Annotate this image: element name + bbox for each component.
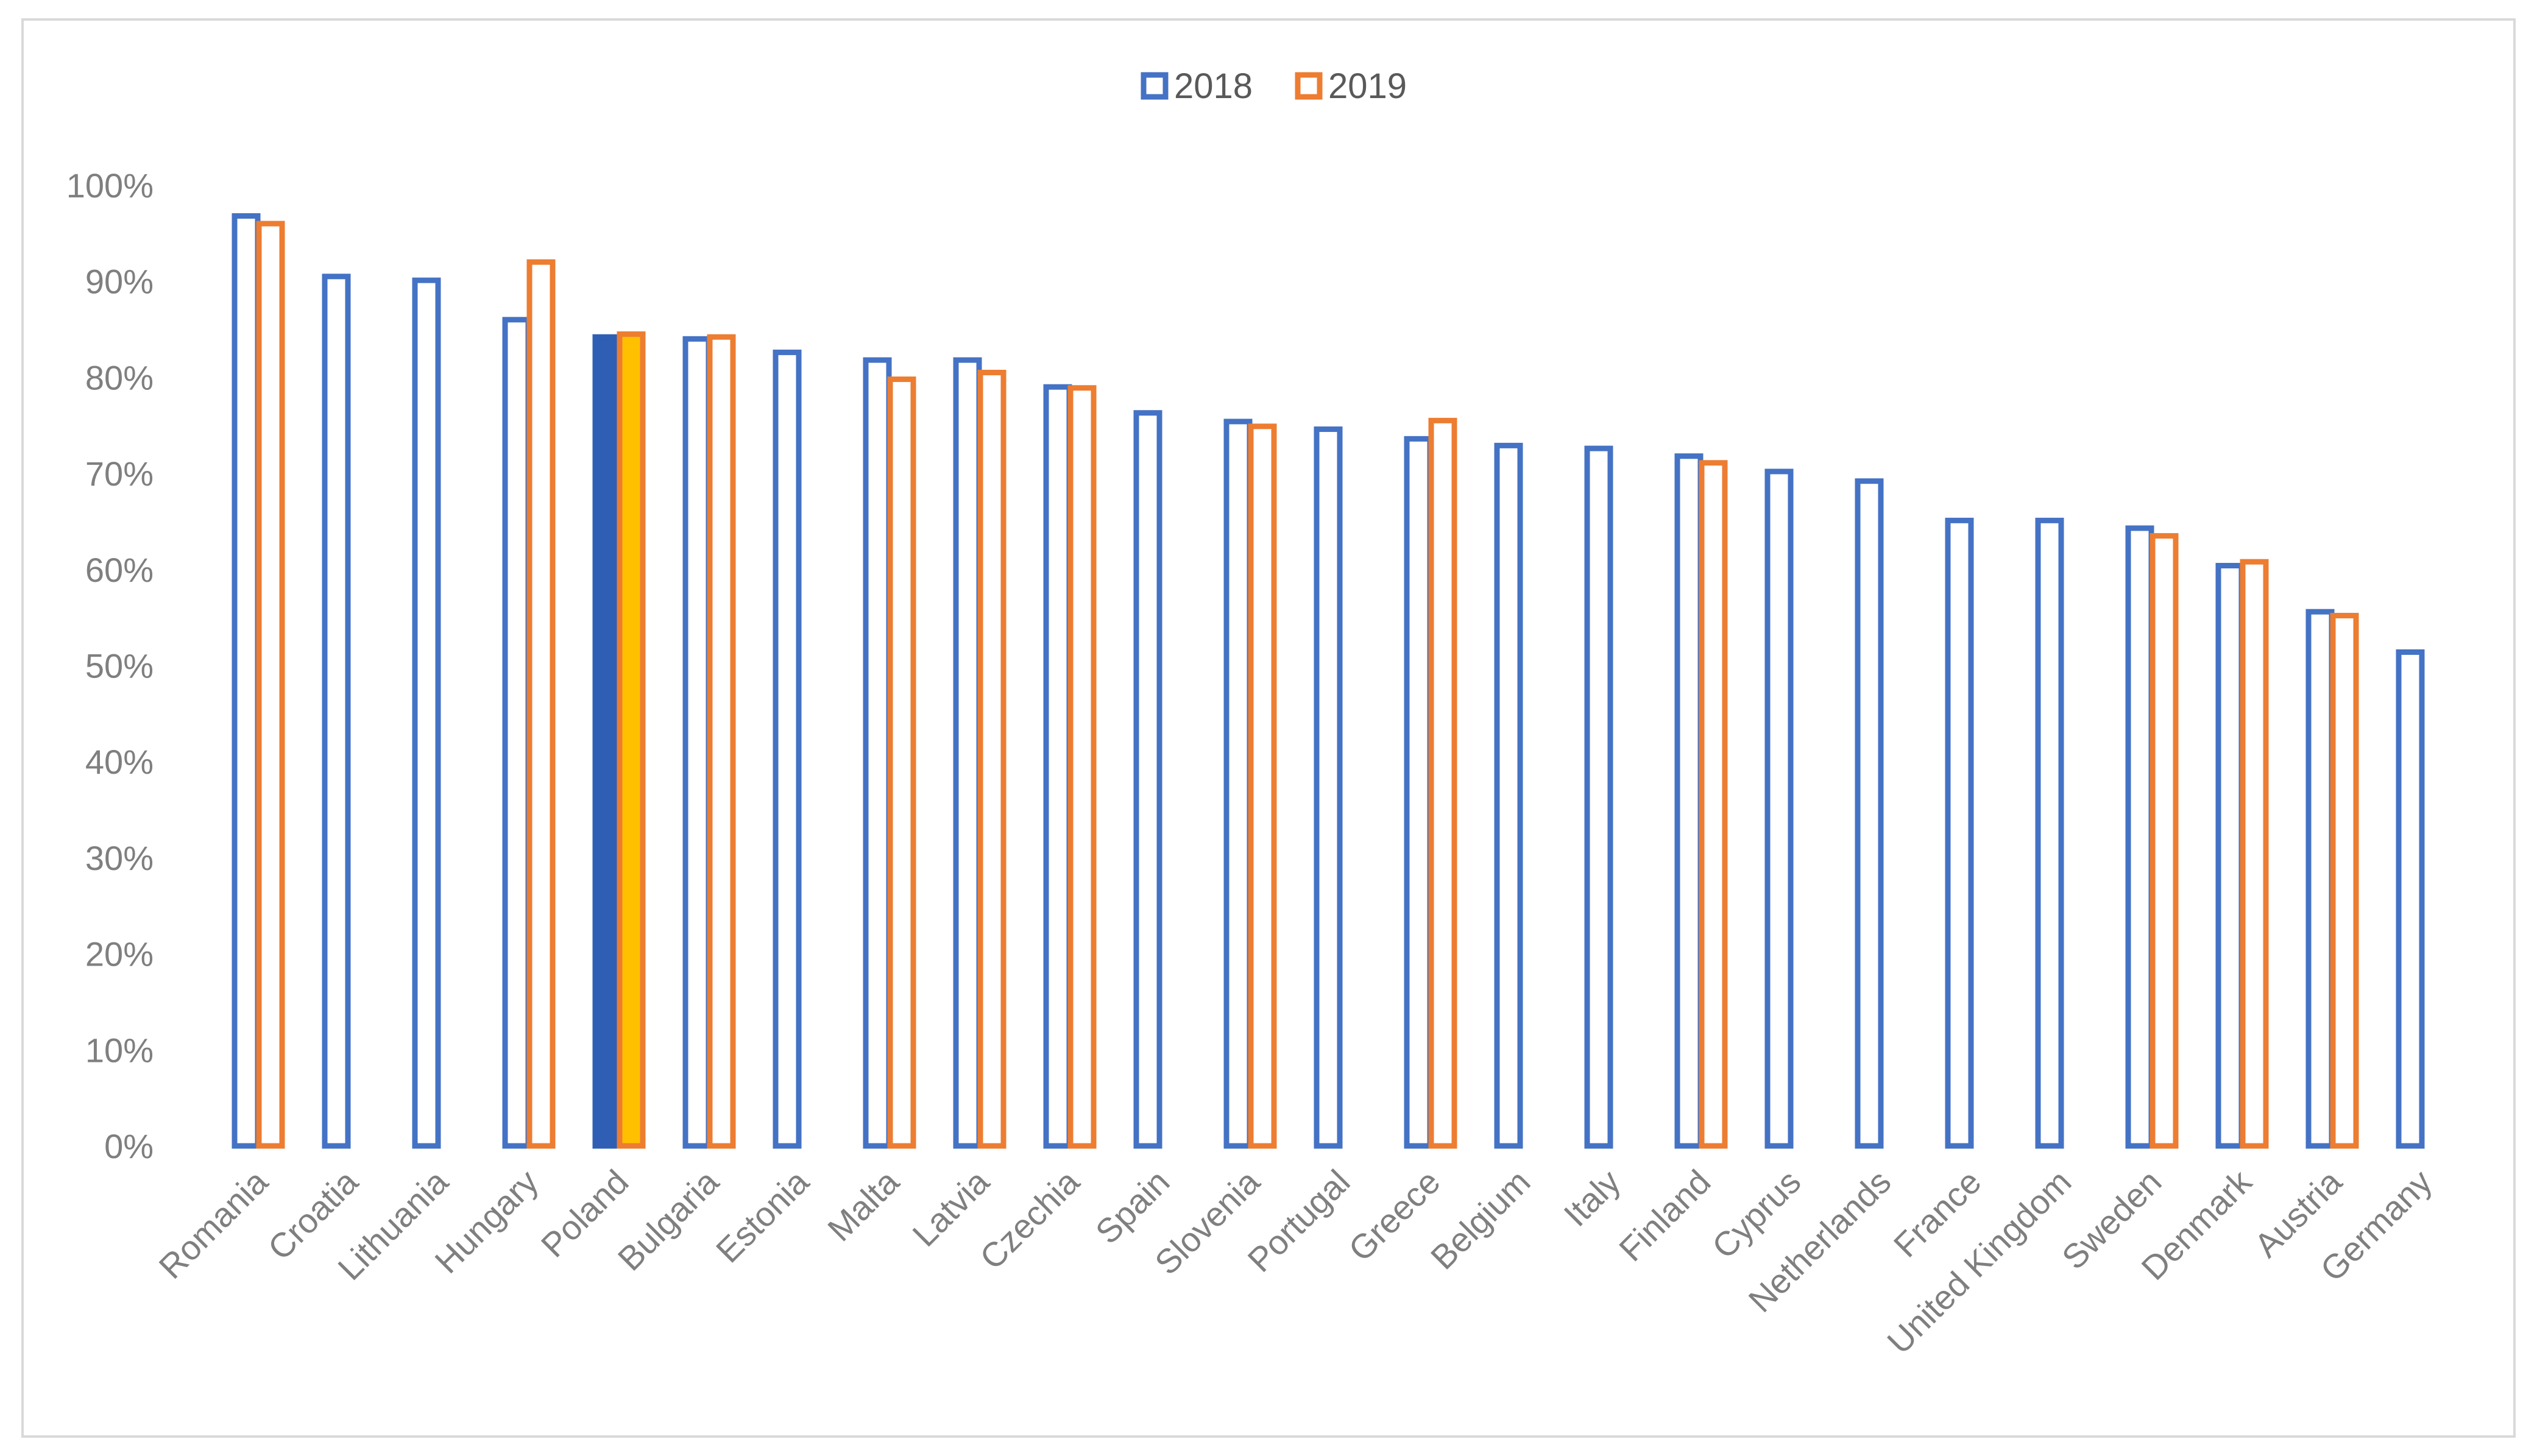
chart-frame: 2018 2019 0% 10% 20% 30% 40% 50% 60% 70% 80% 90% 1… (21, 18, 2516, 1438)
y-tick-label: 20% (85, 935, 154, 974)
y-tick-label: 70% (85, 454, 154, 493)
x-tick-label: Finland (1612, 1162, 1718, 1268)
x-tick-label: Bulgaria (610, 1162, 726, 1278)
y-tick-label: 30% (85, 839, 154, 877)
bar-2018-sweden (2125, 525, 2154, 1149)
bar-2019-czechia (1067, 385, 1097, 1149)
bar-2018-germany (2396, 649, 2425, 1149)
y-tick-label: 100% (66, 166, 154, 205)
bars (232, 213, 2425, 1149)
y-tick-label: 60% (85, 551, 154, 589)
bar-2018-belgium (1494, 442, 1523, 1149)
x-tick-label: Malta (820, 1162, 907, 1248)
bar-2019-malta (887, 376, 916, 1149)
bar-2018-italy (1584, 445, 1613, 1149)
y-axis: 0% 10% 20% 30% 40% 50% 60% 70% 80% 90% 100% (66, 166, 154, 1165)
legend-swatch-2018 (1141, 72, 1169, 100)
y-tick-label: 90% (85, 263, 154, 301)
legend-label-2019: 2019 (1328, 66, 1407, 106)
x-tick-label: Czechia (972, 1162, 1087, 1276)
bar-2018-cyprus (1764, 468, 1794, 1149)
x-tick-label: Belgium (1423, 1162, 1538, 1277)
bar-2019-hungary (526, 259, 556, 1149)
bar-2018-poland (592, 334, 621, 1149)
bar-2018-netherlands (1855, 478, 1884, 1149)
bar-2018-finland (1674, 453, 1704, 1149)
bar-2018-lithuania (412, 277, 441, 1149)
bar-2018-united-kingdom (2035, 517, 2064, 1149)
bar-2018-bulgaria (682, 336, 712, 1149)
bar-2019-latvia (977, 370, 1007, 1149)
legend-swatch-2019 (1295, 72, 1323, 100)
y-tick-label: 0% (104, 1127, 154, 1165)
bar-2018-latvia (953, 357, 982, 1149)
bar-2019-austria (2330, 612, 2359, 1149)
bar-2018-france (1945, 517, 1974, 1149)
bar-chart: 2018 2019 0% 10% 20% 30% 40% 50% 60% 70% 80% 90% 1… (66, 66, 2440, 1361)
bar-2018-romania (232, 213, 261, 1149)
bar-2019-finland (1699, 460, 1728, 1149)
x-tick-label: Romania (151, 1162, 275, 1286)
bar-2018-denmark (2215, 562, 2245, 1149)
bar-2018-slovenia (1223, 419, 1253, 1149)
y-tick-label: 10% (85, 1031, 154, 1069)
bar-2018-austria (2305, 609, 2335, 1149)
legend-label-2018: 2018 (1174, 66, 1253, 106)
x-tick-label: Portugal (1240, 1162, 1357, 1279)
y-tick-label: 80% (85, 358, 154, 397)
bar-2018-croatia (322, 274, 351, 1149)
bar-2019-romania (256, 221, 285, 1149)
legend: 2018 2019 (1141, 66, 1407, 106)
bar-2019-slovenia (1248, 423, 1277, 1149)
bar-2018-spain (1133, 410, 1162, 1149)
bar-2018-portugal (1314, 426, 1343, 1149)
bar-2019-sweden (2150, 533, 2179, 1149)
bar-2018-hungary (502, 317, 531, 1149)
bar-2019-bulgaria (707, 334, 736, 1149)
x-axis: RomaniaCroatiaLithuaniaHungaryPolandBulg… (151, 1162, 2439, 1361)
bar-2019-poland (617, 331, 646, 1149)
bar-2018-czechia (1043, 384, 1072, 1149)
bar-2018-greece (1404, 436, 1433, 1149)
x-tick-label: Italy (1556, 1162, 1627, 1234)
bar-2019-greece (1428, 417, 1457, 1149)
y-tick-label: 50% (85, 647, 154, 685)
x-tick-label: Estonia (709, 1162, 816, 1270)
y-tick-label: 40% (85, 743, 154, 781)
bar-2018-malta (863, 357, 892, 1149)
bar-2018-estonia (773, 349, 802, 1149)
bar-2019-denmark (2240, 559, 2269, 1149)
